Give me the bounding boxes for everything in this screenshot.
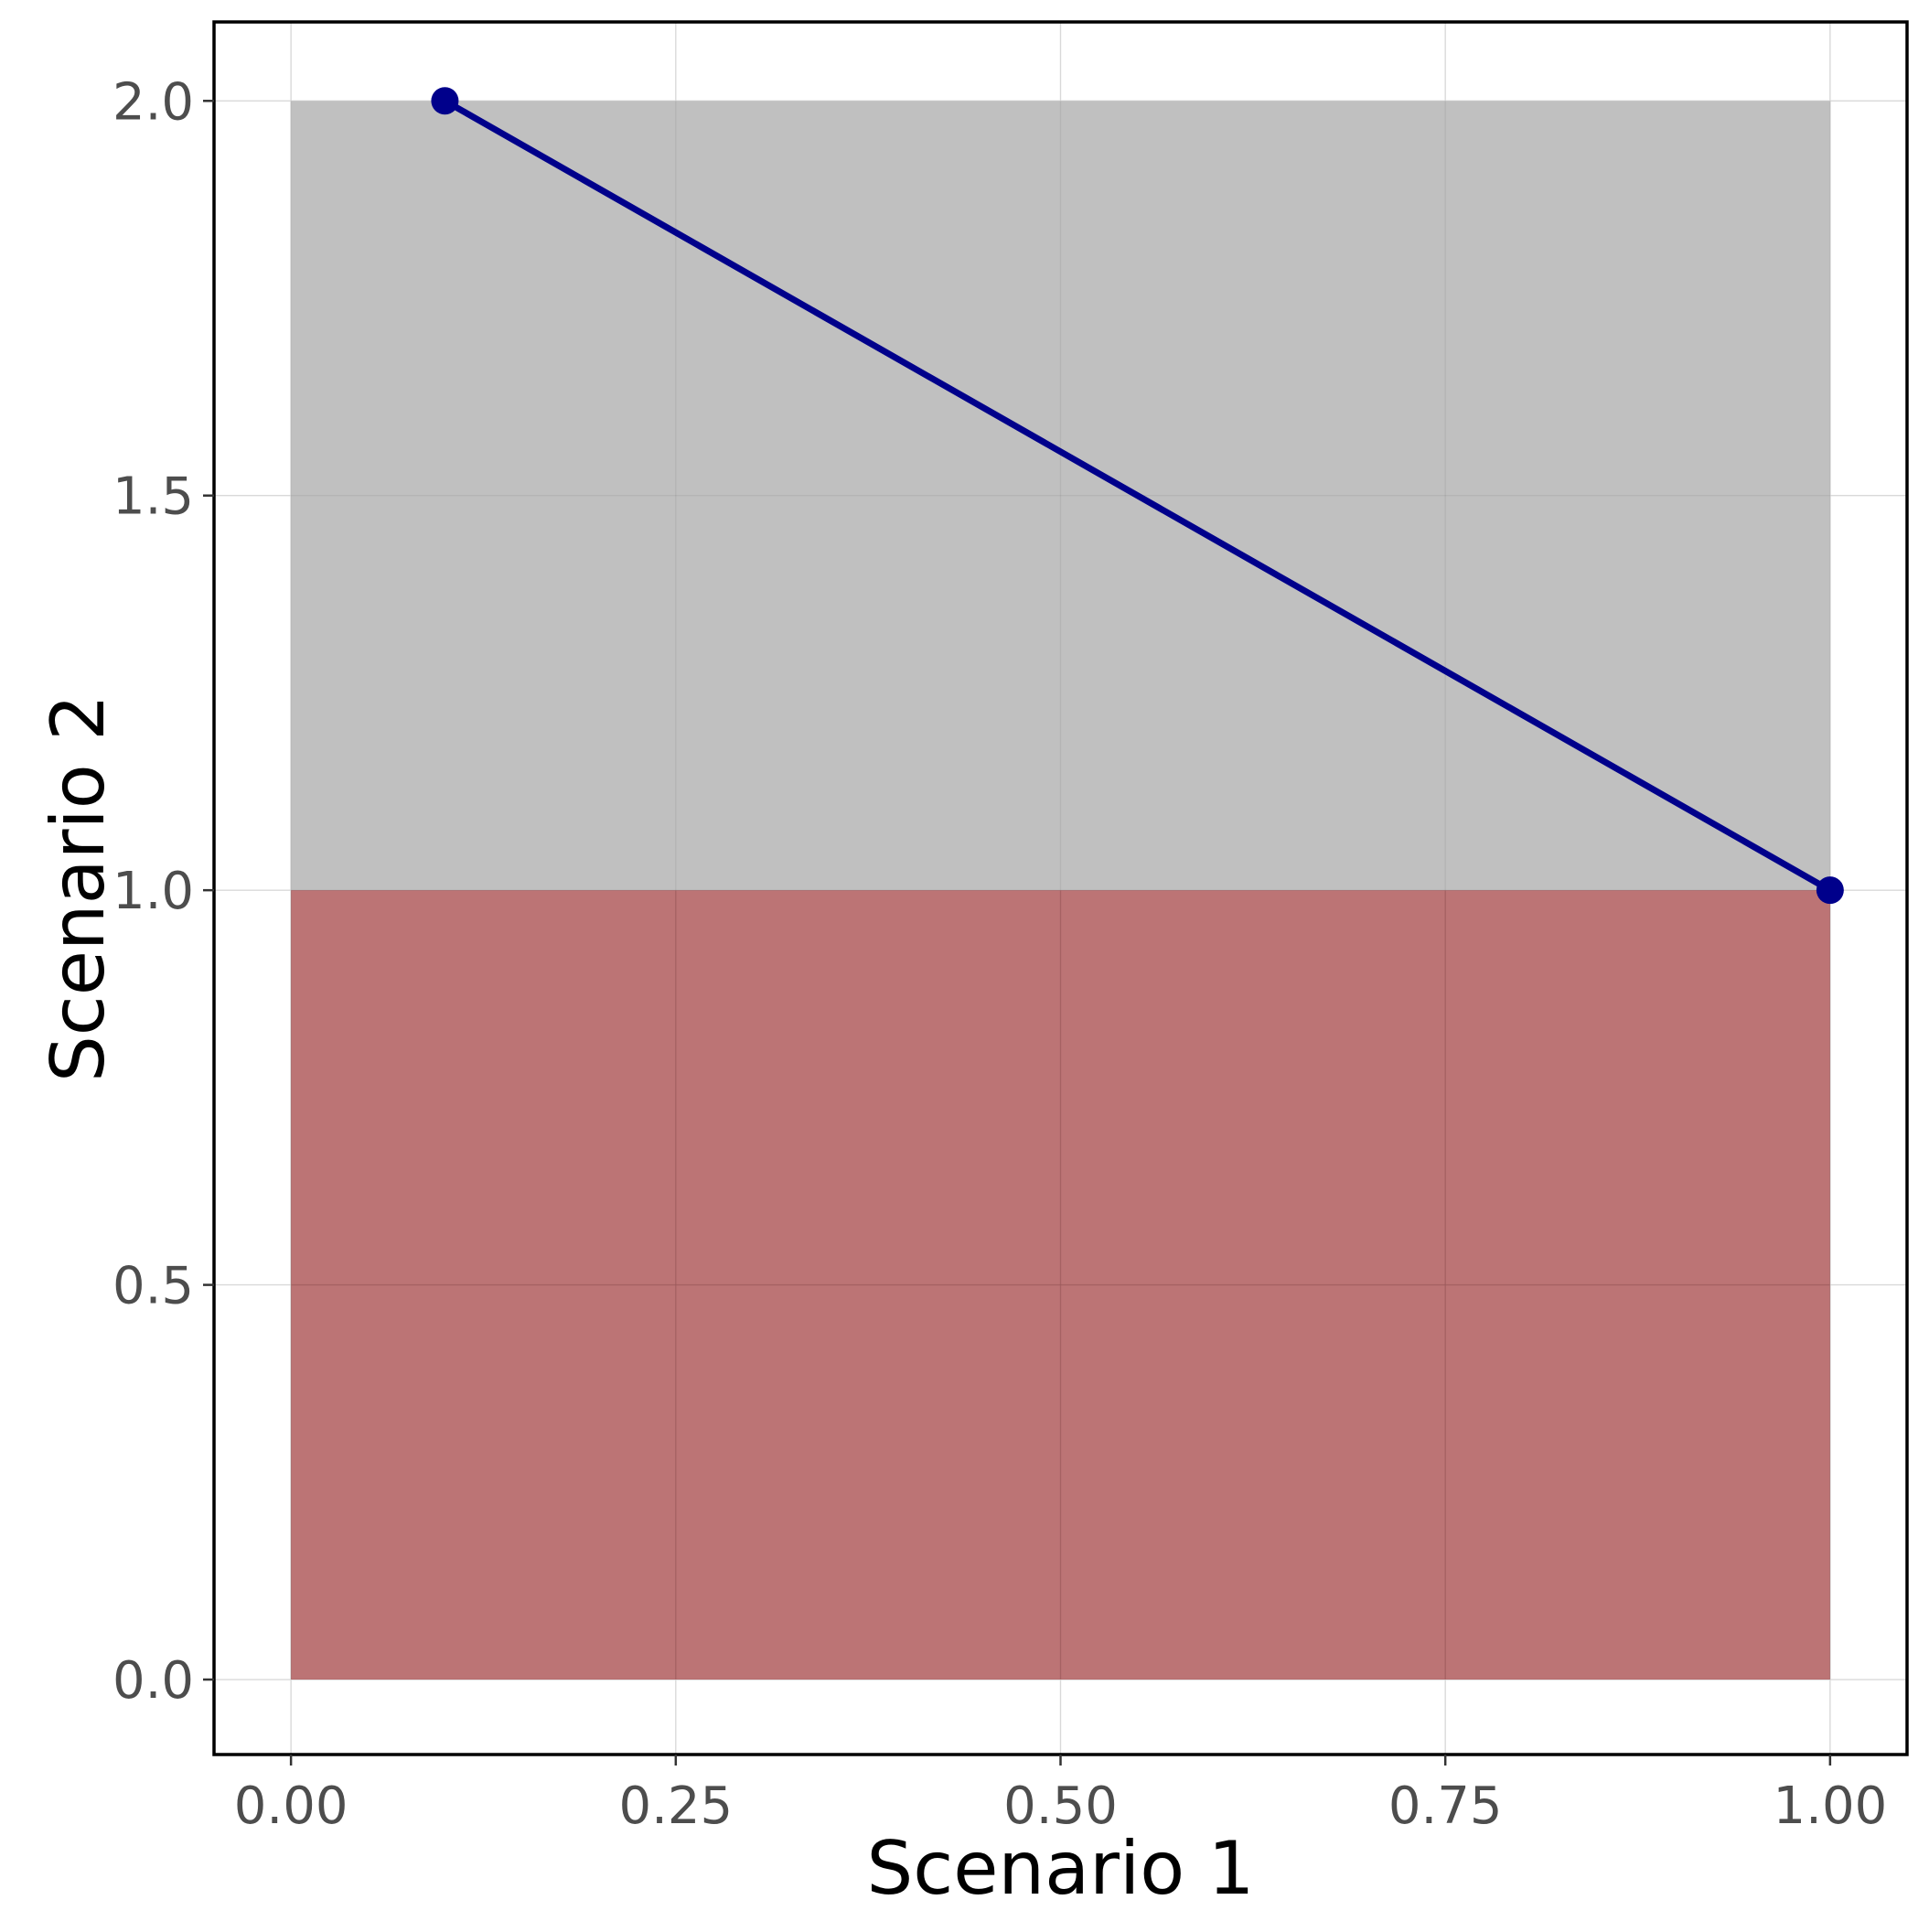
shaded-region-0 xyxy=(291,101,1830,891)
y-tick-label-0: 0.0 xyxy=(113,1651,194,1711)
y-axis-title: Scenario 2 xyxy=(36,694,121,1082)
y-tick-label-1: 0.5 xyxy=(113,1257,194,1316)
x-tick-label-0: 0.00 xyxy=(234,1776,348,1836)
series-layer xyxy=(431,87,1844,905)
x-tick-label-3: 0.75 xyxy=(1388,1776,1503,1836)
y-tick-label-2: 1.0 xyxy=(113,862,194,921)
y-axis-ticks: 0.0 0.5 1.0 1.5 2.0 xyxy=(113,72,214,1711)
data-point-1 xyxy=(1816,876,1844,905)
region-layer xyxy=(290,101,1831,1680)
series-line-0 xyxy=(441,97,1834,894)
x-axis-title: Scenario 1 xyxy=(866,1826,1254,1911)
data-point-0 xyxy=(431,87,459,115)
x-tick-label-2: 0.50 xyxy=(1003,1776,1118,1836)
y-tick-label-3: 1.5 xyxy=(113,467,194,527)
x-tick-label-1: 0.25 xyxy=(618,1776,733,1836)
x-axis-ticks: 0.00 0.25 0.50 0.75 1.00 xyxy=(234,1755,1887,1836)
shaded-region-1 xyxy=(291,890,1830,1680)
y-tick-label-4: 2.0 xyxy=(113,72,194,132)
x-tick-label-4: 1.00 xyxy=(1774,1776,1888,1836)
